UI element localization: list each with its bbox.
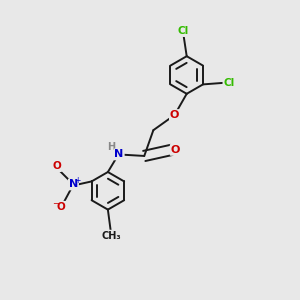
Text: O: O bbox=[52, 161, 61, 171]
Text: O: O bbox=[57, 202, 66, 212]
Text: −: − bbox=[52, 199, 59, 208]
Text: N: N bbox=[69, 179, 78, 190]
Text: Cl: Cl bbox=[224, 78, 235, 88]
Text: +: + bbox=[74, 176, 81, 185]
Text: O: O bbox=[170, 110, 179, 120]
Text: CH₃: CH₃ bbox=[101, 230, 121, 241]
Text: H: H bbox=[107, 142, 116, 152]
Text: Cl: Cl bbox=[178, 26, 189, 36]
Text: O: O bbox=[171, 145, 180, 155]
Text: N: N bbox=[115, 149, 124, 159]
